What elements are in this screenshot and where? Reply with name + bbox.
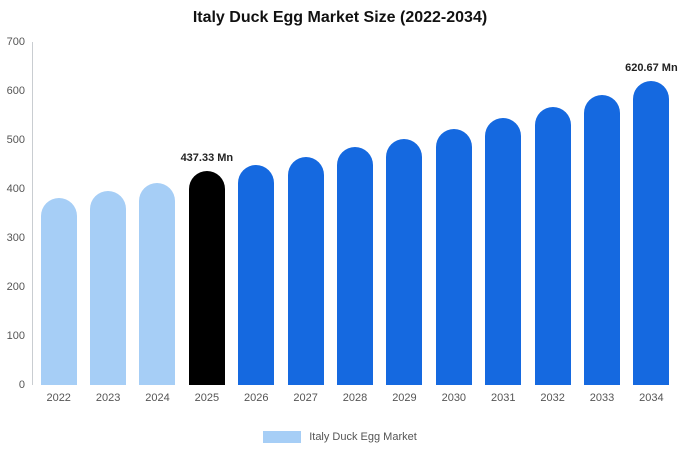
x-tick-label: 2027 <box>293 392 318 404</box>
x-tick-label: 2034 <box>639 392 664 404</box>
bar-slot: 437.33 Mn <box>180 42 234 385</box>
x-tick-label: 2032 <box>540 392 565 404</box>
x-tick-label: 2024 <box>145 392 170 404</box>
x-tick-label: 2025 <box>194 392 220 404</box>
y-axis: 0 100 200 300 400 500 600 700 <box>0 36 28 391</box>
plot-area: 437.33 Mn 620.67 Mn <box>34 42 678 385</box>
bar-value-label: 620.67 Mn <box>625 61 678 74</box>
bar-2027 <box>287 156 324 385</box>
y-tick-label: 400 <box>6 183 25 195</box>
bar-slot <box>34 42 83 385</box>
bar-2030 <box>435 128 472 385</box>
x-tick-label: 2033 <box>589 392 615 404</box>
bar-slot <box>281 42 330 385</box>
y-tick-label: 300 <box>6 232 25 244</box>
bar-slot <box>133 42 182 385</box>
x-tick-label: 2028 <box>342 392 368 404</box>
bar-2029 <box>386 138 423 385</box>
bar-slot <box>528 42 577 385</box>
x-tick-label: 2022 <box>46 392 71 404</box>
bar-2025 <box>188 170 225 385</box>
bar-slot <box>83 42 132 385</box>
x-tick-label: 2029 <box>392 392 417 404</box>
y-tick-label: 200 <box>6 281 25 293</box>
bar-slot <box>330 42 379 385</box>
x-tick-label: 2023 <box>95 392 121 404</box>
bar-2022 <box>40 198 77 385</box>
chart-title: Italy Duck Egg Market Size (2022-2034) <box>192 9 488 26</box>
bar-slot: 620.67 Mn <box>625 42 678 385</box>
y-axis-line <box>32 42 33 385</box>
bar-2031 <box>485 117 522 385</box>
y-tick-label: 500 <box>6 134 25 146</box>
legend-label: Italy Duck Egg Market <box>309 431 417 443</box>
bar-value-label: 437.33 Mn <box>180 151 234 164</box>
bar-2034 <box>633 80 670 385</box>
legend-swatch <box>263 431 302 443</box>
y-tick-label: 600 <box>6 85 25 97</box>
bar-2033 <box>583 95 620 385</box>
bar-2026 <box>238 164 275 385</box>
bar-slot <box>479 42 528 385</box>
x-tick-label: 2026 <box>244 392 269 404</box>
legend: Italy Duck Egg Market <box>0 431 680 443</box>
bar-slot <box>232 42 281 385</box>
bar-2024 <box>139 183 176 385</box>
x-tick-label: 2030 <box>441 392 467 404</box>
y-tick-label: 0 <box>18 379 25 391</box>
bar-2023 <box>90 190 127 385</box>
bar-2028 <box>337 147 374 385</box>
bar-slot <box>429 42 478 385</box>
x-axis: 2022 2023 2024 2025 2026 2027 2028 2029 2030 2031… <box>34 392 676 404</box>
x-tick-label: 2031 <box>490 392 516 404</box>
y-tick-label: 100 <box>6 330 25 342</box>
bar-slot <box>380 42 429 385</box>
bar-slot <box>577 42 626 385</box>
bar-2032 <box>534 107 571 385</box>
y-tick-label: 700 <box>6 36 25 48</box>
